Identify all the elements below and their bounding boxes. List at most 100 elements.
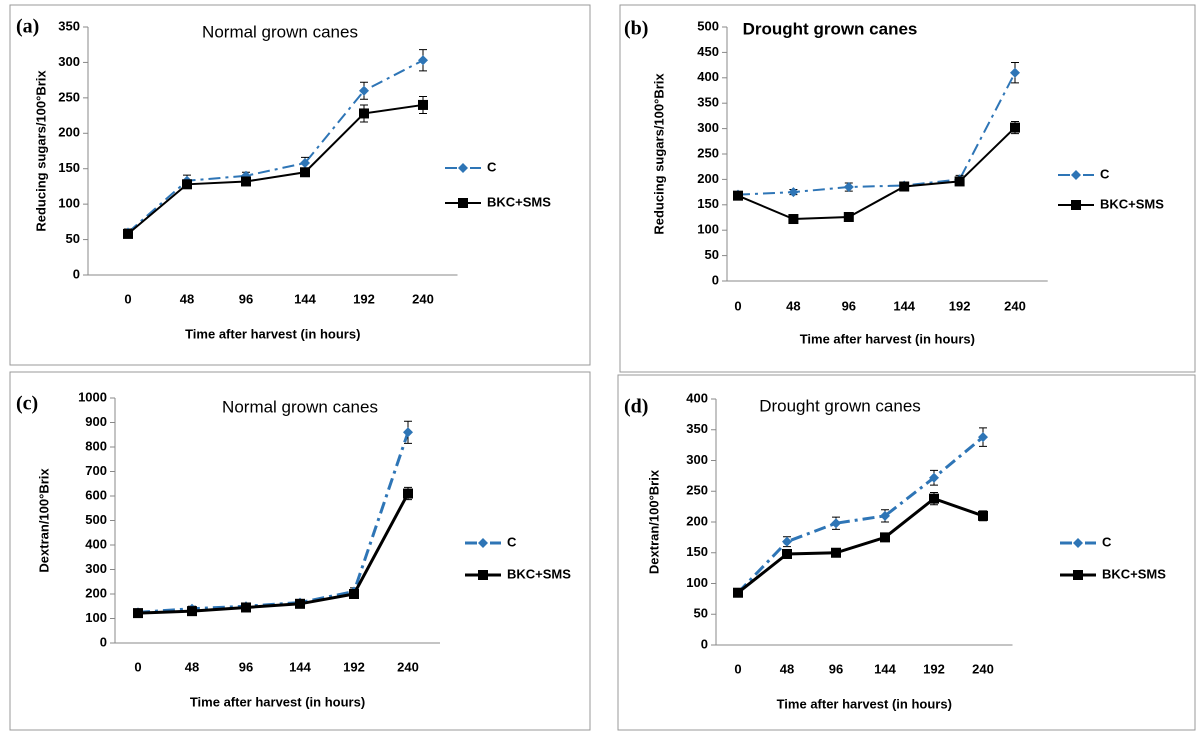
x-tick-label: 240 (972, 661, 994, 676)
y-tick-label: 100 (686, 575, 708, 590)
legend-label: C (1102, 534, 1112, 549)
marker (880, 532, 890, 543)
y-axis-label: Reducing sugars/100°Brix (33, 70, 48, 232)
marker (187, 606, 197, 617)
x-tick-label: 96 (829, 661, 843, 676)
legend-marker (1071, 170, 1081, 180)
x-tick-label: 144 (294, 291, 316, 306)
y-tick-label: 100 (58, 196, 80, 211)
y-tick-label: 50 (694, 606, 708, 621)
series-line (137, 492, 410, 615)
panel-border (9, 371, 591, 731)
panel-label: (d) (624, 396, 648, 418)
marker (1010, 67, 1020, 78)
series-line (737, 126, 1016, 221)
y-tick-label: 350 (58, 18, 80, 33)
y-tick-label: 500 (85, 512, 107, 527)
legend-label: BKC+SMS (507, 566, 571, 581)
legend-label: C (487, 159, 497, 174)
y-tick-label: 300 (686, 452, 708, 467)
x-tick-label: 48 (185, 659, 199, 674)
marker (929, 472, 939, 483)
marker (954, 176, 965, 187)
x-axis-label: Time after harvest (in hours) (777, 696, 952, 711)
series-line (737, 72, 1016, 196)
legend-marker (1073, 570, 1083, 580)
y-axis-label: Dextran/100°Brix (36, 468, 51, 573)
panel-border (9, 4, 591, 366)
x-tick-label: 96 (239, 291, 253, 306)
y-tick-label: 200 (58, 125, 80, 140)
panel: (b) Drought grown canes 0 50 100 150 200 250 300… (619, 4, 1196, 373)
legend-marker (1071, 200, 1081, 210)
marker (929, 493, 939, 504)
y-tick-label: 50 (705, 247, 719, 262)
x-tick-label: 192 (353, 291, 375, 306)
series-line (127, 59, 424, 234)
marker (782, 548, 792, 559)
marker (123, 228, 133, 239)
legend-marker (458, 198, 468, 208)
y-tick-label: 0 (73, 266, 80, 281)
marker (733, 587, 743, 598)
marker (403, 427, 413, 438)
x-tick-label: 144 (893, 298, 915, 313)
marker (843, 211, 854, 222)
y-tick-label: 150 (697, 196, 719, 211)
marker (241, 176, 251, 187)
panel: (a) Normal grown canes 0 50 100 150 200 250 300 3… (9, 4, 591, 366)
x-axis-label: Time after harvest (in hours) (190, 694, 365, 709)
marker (978, 510, 988, 521)
marker (182, 179, 192, 190)
panel-border (617, 374, 1196, 731)
marker (403, 488, 413, 499)
chart-title: Normal grown canes (222, 397, 378, 416)
marker (359, 108, 369, 119)
marker (788, 214, 799, 225)
y-tick-label: 0 (100, 634, 107, 649)
x-tick-label: 192 (923, 661, 945, 676)
y-tick-label: 300 (85, 561, 107, 576)
y-tick-label: 300 (58, 54, 80, 69)
y-tick-label: 400 (686, 390, 708, 405)
y-tick-label: 500 (697, 18, 719, 33)
series-line (137, 431, 410, 614)
y-tick-label: 50 (66, 231, 80, 246)
panel-border (619, 4, 1196, 373)
y-tick-label: 200 (85, 585, 107, 600)
x-tick-label: 96 (842, 298, 856, 313)
y-tick-label: 600 (85, 487, 107, 502)
y-tick-label: 700 (85, 463, 107, 478)
series-line (737, 496, 984, 594)
x-axis-label: Time after harvest (in hours) (185, 326, 360, 341)
marker (843, 182, 854, 193)
panel-label: (b) (624, 18, 648, 40)
y-tick-label: 0 (712, 272, 719, 287)
y-tick-label: 100 (85, 610, 107, 625)
x-tick-label: 192 (949, 298, 971, 313)
y-tick-label: 100 (697, 222, 719, 237)
marker (133, 608, 143, 619)
x-axis-label: Time after harvest (in hours) (800, 331, 975, 346)
marker (1010, 122, 1020, 133)
y-tick-label: 150 (58, 160, 80, 175)
x-tick-label: 144 (289, 659, 311, 674)
y-tick-label: 350 (686, 421, 708, 436)
y-tick-label: 200 (697, 171, 719, 186)
x-tick-label: 144 (874, 661, 896, 676)
x-tick-label: 240 (412, 291, 434, 306)
panel: (c) Normal grown canes 0 100 200 300 400 500 600… (9, 371, 591, 731)
x-tick-label: 240 (1004, 298, 1026, 313)
legend-label: C (507, 534, 517, 549)
series-line (127, 103, 424, 235)
marker (359, 85, 369, 96)
panel: (d) Drought grown canes 0 50 100 150 200 250 300… (617, 374, 1196, 731)
legend-marker (478, 570, 488, 580)
x-tick-label: 48 (780, 661, 794, 676)
marker (733, 190, 743, 201)
marker (880, 510, 890, 521)
legend-label: C (1100, 166, 1110, 181)
marker (978, 432, 988, 443)
x-tick-label: 0 (124, 291, 131, 306)
panel-label: (a) (16, 16, 39, 38)
